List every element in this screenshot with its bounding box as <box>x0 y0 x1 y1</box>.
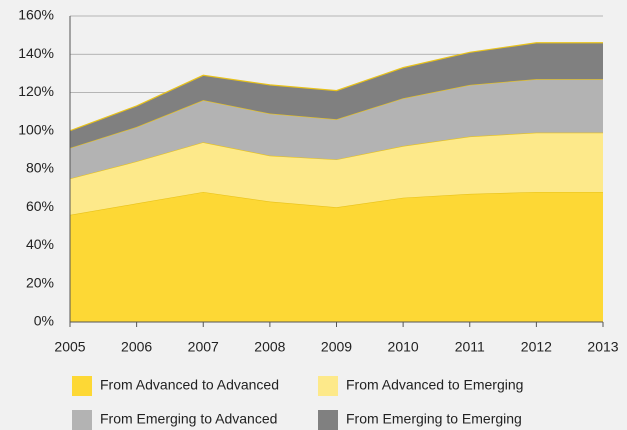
y-tick-label: 100% <box>18 121 54 137</box>
legend-swatch <box>318 410 338 430</box>
y-tick-label: 20% <box>26 274 54 290</box>
y-tick-label: 60% <box>26 198 54 214</box>
x-tick-label: 2005 <box>54 339 85 355</box>
legend-label: From Emerging to Emerging <box>346 411 522 427</box>
area-fill <box>70 132 603 215</box>
x-tick-label: 2009 <box>321 339 352 355</box>
x-tick-label: 2006 <box>121 339 152 355</box>
area-edge <box>69 42 603 132</box>
area-fill <box>70 191 603 322</box>
y-tick-label: 140% <box>18 45 54 61</box>
y-tick-label: 160% <box>18 7 54 23</box>
y-tick-label: 80% <box>26 160 54 176</box>
legend-swatch <box>318 376 338 396</box>
x-tick-label: 2012 <box>521 339 552 355</box>
legend-label: From Advanced to Advanced <box>100 377 279 393</box>
legend-label: From Advanced to Emerging <box>346 377 523 393</box>
legend-label: From Emerging to Advanced <box>100 411 277 427</box>
x-tick-label: 2008 <box>254 339 285 355</box>
x-tick-label: 2010 <box>388 339 419 355</box>
x-tick-label: 2013 <box>587 339 618 355</box>
x-tick-label: 2007 <box>188 339 219 355</box>
area-fill <box>70 42 603 148</box>
legend-swatch <box>72 410 92 430</box>
y-tick-label: 120% <box>18 83 54 99</box>
legend-swatch <box>72 376 92 396</box>
y-tick-label: 0% <box>34 313 54 329</box>
area-fill <box>70 79 603 179</box>
y-tick-label: 40% <box>26 236 54 252</box>
x-tick-label: 2011 <box>455 339 485 355</box>
